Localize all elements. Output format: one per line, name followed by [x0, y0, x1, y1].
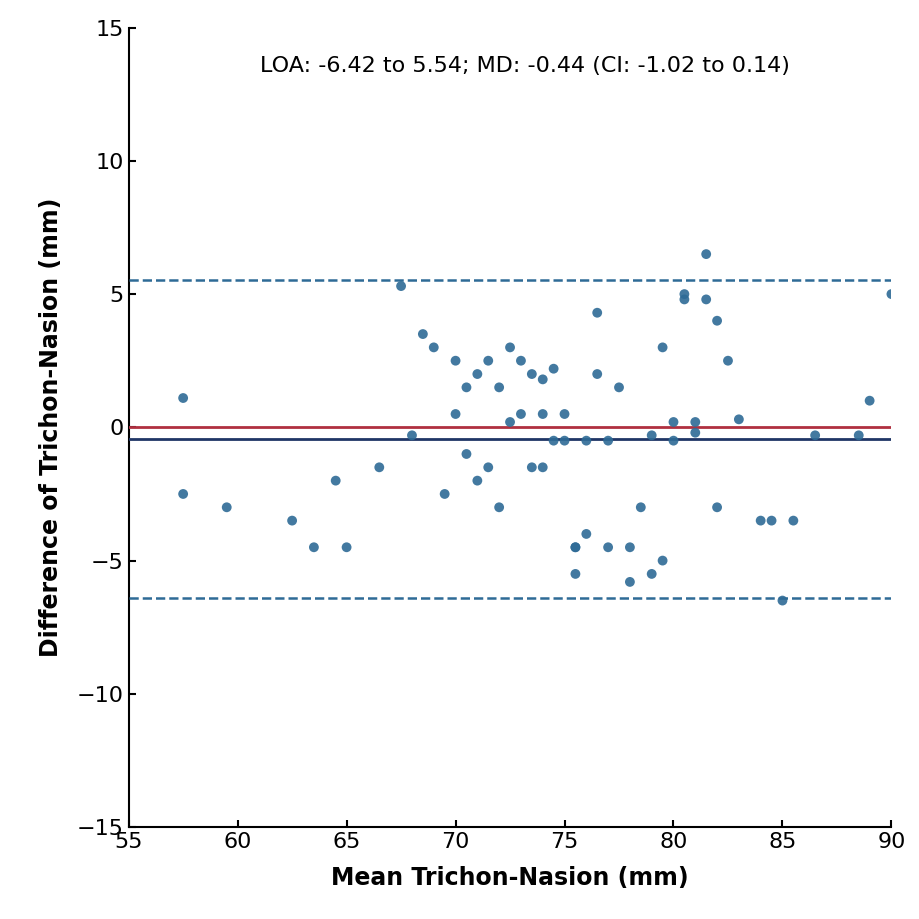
- Point: [404, 428, 419, 443]
- Point: [568, 566, 583, 582]
- Point: [503, 340, 517, 355]
- Point: [514, 406, 528, 421]
- Point: [808, 428, 823, 443]
- Point: [644, 428, 659, 443]
- Point: [492, 380, 506, 395]
- Point: [372, 460, 387, 474]
- Point: [851, 428, 866, 443]
- Point: [655, 340, 670, 355]
- Point: [590, 305, 605, 320]
- Point: [633, 500, 648, 515]
- Point: [481, 353, 495, 368]
- Point: [492, 500, 506, 515]
- Point: [536, 406, 550, 421]
- Point: [503, 414, 517, 429]
- Point: [307, 540, 322, 555]
- Point: [514, 353, 528, 368]
- Point: [546, 361, 561, 376]
- Point: [470, 367, 484, 381]
- Point: [568, 540, 583, 555]
- Point: [481, 460, 495, 474]
- Point: [765, 513, 779, 528]
- Point: [460, 447, 474, 461]
- Point: [176, 391, 190, 405]
- Point: [557, 434, 572, 448]
- Point: [698, 247, 713, 262]
- Point: [220, 500, 234, 515]
- Point: [775, 594, 789, 608]
- Point: [677, 287, 692, 301]
- Point: [448, 353, 463, 368]
- Point: [862, 393, 877, 408]
- Point: [525, 460, 539, 474]
- Point: [437, 487, 452, 502]
- Point: [393, 278, 408, 293]
- Point: [720, 353, 735, 368]
- Point: [176, 487, 190, 502]
- Point: [470, 473, 484, 488]
- Point: [655, 553, 670, 568]
- Point: [579, 527, 594, 541]
- Point: [525, 367, 539, 381]
- Point: [601, 540, 616, 555]
- Point: [698, 292, 713, 307]
- Point: [688, 414, 703, 429]
- Point: [732, 412, 746, 426]
- Point: [754, 513, 768, 528]
- Point: [612, 380, 627, 395]
- Point: [339, 540, 354, 555]
- Point: [666, 434, 681, 448]
- Point: [285, 513, 300, 528]
- Point: [677, 292, 692, 307]
- Point: [622, 574, 637, 589]
- Point: [709, 500, 724, 515]
- X-axis label: Mean Trichon-Nasion (mm): Mean Trichon-Nasion (mm): [331, 866, 689, 890]
- Point: [786, 513, 800, 528]
- Point: [328, 473, 343, 488]
- Point: [426, 340, 441, 355]
- Point: [568, 540, 583, 555]
- Point: [601, 434, 616, 448]
- Point: [536, 372, 550, 387]
- Point: [546, 434, 561, 448]
- Point: [557, 406, 572, 421]
- Text: LOA: -6.42 to 5.54; MD: -0.44 (CI: -1.02 to 0.14): LOA: -6.42 to 5.54; MD: -0.44 (CI: -1.02…: [260, 55, 790, 75]
- Point: [884, 287, 899, 301]
- Y-axis label: Difference of Trichon-Nasion (mm): Difference of Trichon-Nasion (mm): [39, 198, 62, 657]
- Point: [415, 327, 430, 342]
- Point: [688, 425, 703, 440]
- Point: [579, 434, 594, 448]
- Point: [448, 406, 463, 421]
- Point: [709, 313, 724, 328]
- Point: [536, 460, 550, 474]
- Point: [666, 414, 681, 429]
- Point: [460, 380, 474, 395]
- Point: [590, 367, 605, 381]
- Point: [622, 540, 637, 555]
- Point: [644, 566, 659, 582]
